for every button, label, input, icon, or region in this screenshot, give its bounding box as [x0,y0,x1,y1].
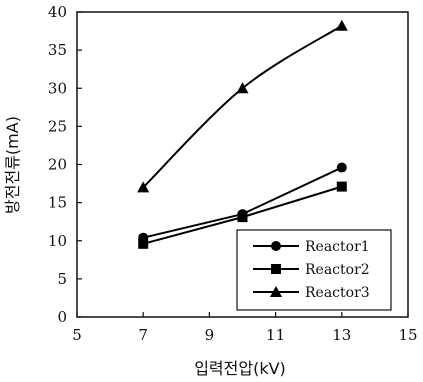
x-tick-label: 7 [138,326,148,344]
y-tick-label: 0 [57,308,67,326]
series-line [142,166,343,239]
legend-marker [270,286,282,297]
y-tick-label: 15 [48,194,67,212]
x-tick-label: 13 [332,326,351,344]
legend-label: Reactor1 [305,239,370,255]
series-reactor2 [138,181,347,249]
y-tick-label: 10 [48,232,67,250]
legend-label: Reactor3 [305,285,370,301]
data-point [336,162,347,173]
data-point [336,181,347,192]
y-tick-label: 40 [48,3,67,21]
data-point [236,82,249,94]
x-tick-label: 5 [72,326,82,344]
data-point [137,181,150,193]
data-point [237,212,248,223]
x-tick-label: 9 [205,326,215,344]
x-tick-label: 11 [266,326,285,344]
legend-marker [271,241,281,251]
legend-label: Reactor2 [305,262,370,278]
data-point [335,19,348,31]
y-tick-label: 25 [48,117,67,135]
legend-item: Reactor1 [253,239,370,255]
y-axis-title: 방전전류(mA) [3,116,22,214]
y-tick-label: 35 [48,41,67,59]
y-tick-label: 5 [57,270,67,288]
y-tick-label: 20 [48,156,67,174]
x-axis-title: 입력전압(kV) [194,359,286,378]
legend-marker [271,264,281,274]
series-line [142,24,343,189]
legend-item: Reactor3 [253,285,370,301]
data-point [138,238,149,249]
legend-item: Reactor2 [253,262,370,278]
y-tick-label: 30 [48,79,67,97]
series-reactor3 [137,19,348,193]
x-tick-label: 15 [398,326,417,344]
